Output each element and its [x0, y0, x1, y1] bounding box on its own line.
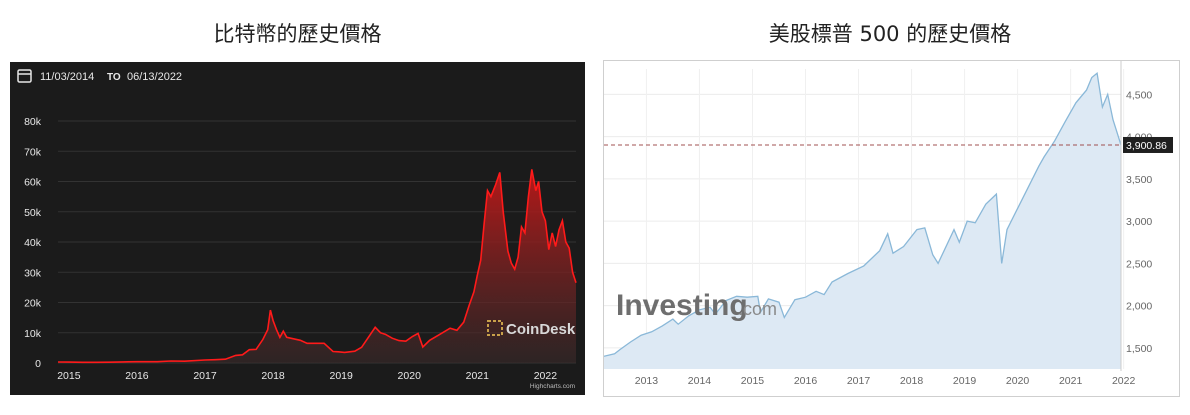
- y-tick-label: 0: [35, 358, 41, 370]
- y-tick-label: 30k: [24, 267, 42, 279]
- bitcoin-y-axis: 0 10k 20k 30k 40k 50k 60k 70k 80k: [24, 116, 42, 370]
- y-tick-label: 3,000: [1126, 216, 1152, 228]
- x-tick-label: 2019: [953, 375, 977, 387]
- sp500-price-line: [604, 71, 1122, 357]
- bitcoin-price-line: [57, 169, 577, 364]
- y-tick-label: 40k: [24, 237, 42, 249]
- y-tick-label: 80k: [24, 116, 42, 128]
- x-tick-label: 2017: [193, 370, 217, 382]
- investing-watermark-suffix: .com: [738, 299, 777, 319]
- x-tick-label: 2017: [847, 375, 871, 387]
- sp500-x-axis: 2013 2014 2015 2016 2017 2018 2019 2020 2021 2022: [635, 375, 1136, 387]
- bitcoin-x-axis: 2015 2016 2017 2018 2019 2020 2021 2022: [57, 370, 557, 382]
- x-tick-label: 2022: [1112, 375, 1136, 387]
- y-tick-label: 2,000: [1126, 301, 1152, 313]
- y-tick-label: 20k: [24, 298, 42, 310]
- x-tick-label: 2021: [1059, 375, 1083, 387]
- x-tick-label: 2016: [794, 375, 818, 387]
- x-tick-label: 2018: [261, 370, 285, 382]
- bitcoin-chart-panel: 11/03/2014 TO 06/13/2022 0 10k 20k 30k 40k 50…: [10, 62, 585, 395]
- y-tick-label: 70k: [24, 146, 42, 158]
- highcharts-credit[interactable]: Highcharts.com: [530, 383, 575, 390]
- coindesk-watermark: CoinDesk: [506, 321, 576, 338]
- x-tick-label: 2018: [900, 375, 924, 387]
- investing-watermark: Investing .com: [616, 289, 777, 322]
- y-tick-label: 3,500: [1126, 174, 1152, 186]
- x-tick-label: 2019: [329, 370, 353, 382]
- x-tick-label: 2015: [57, 370, 81, 382]
- y-tick-label: 1,500: [1126, 343, 1152, 355]
- bitcoin-price-area: [58, 169, 576, 363]
- bitcoin-chart-svg: 11/03/2014 TO 06/13/2022 0 10k 20k 30k 40k 50…: [17, 69, 577, 390]
- coindesk-logo-icon: [487, 320, 503, 336]
- calendar-icon[interactable]: [17, 69, 32, 83]
- y-tick-label: 10k: [24, 328, 42, 340]
- x-tick-label: 2022: [534, 370, 558, 382]
- sp500-price-area: [604, 73, 1121, 369]
- x-tick-label: 2020: [398, 370, 422, 382]
- x-tick-label: 2014: [688, 375, 712, 387]
- current-price-value: 3,900.86: [1126, 140, 1167, 152]
- y-tick-label: 2,500: [1126, 258, 1152, 270]
- y-tick-label: 50k: [24, 207, 42, 219]
- investing-watermark-main: Investing: [616, 289, 748, 322]
- y-tick-label: 4,500: [1126, 89, 1152, 101]
- date-range-from[interactable]: 11/03/2014: [40, 71, 94, 83]
- x-tick-label: 2020: [1006, 375, 1030, 387]
- x-tick-label: 2021: [466, 370, 490, 382]
- x-tick-label: 2016: [125, 370, 149, 382]
- current-price-badge: [1123, 136, 1173, 153]
- x-tick-label: 2013: [635, 375, 659, 387]
- bitcoin-chart-title: 比特幣的歷史價格: [213, 22, 382, 46]
- y-tick-label: 60k: [24, 177, 42, 189]
- sp500-chart-title: 美股標普 500 的歷史價格: [768, 22, 1012, 46]
- x-tick-label: 2015: [741, 375, 765, 387]
- date-range-to-label: TO: [107, 72, 121, 83]
- date-range-to[interactable]: 06/13/2022: [127, 71, 182, 83]
